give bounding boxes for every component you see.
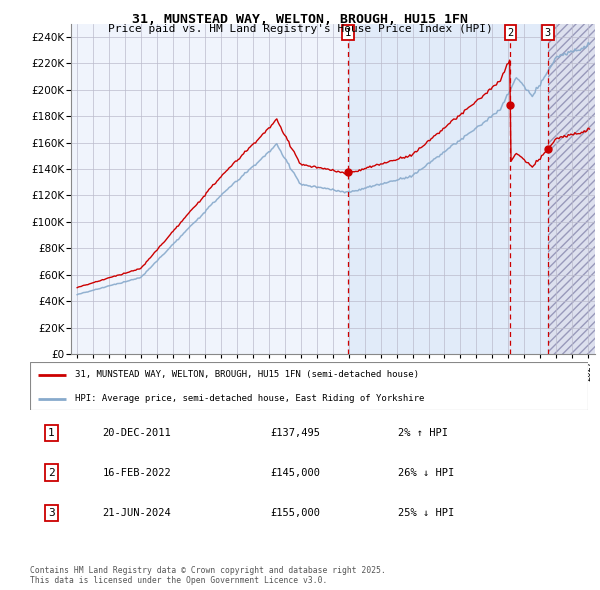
Text: 31, MUNSTEAD WAY, WELTON, BROUGH, HU15 1FN: 31, MUNSTEAD WAY, WELTON, BROUGH, HU15 1… <box>132 13 468 26</box>
Text: 2: 2 <box>48 468 55 477</box>
FancyBboxPatch shape <box>30 362 588 410</box>
Text: HPI: Average price, semi-detached house, East Riding of Yorkshire: HPI: Average price, semi-detached house,… <box>74 395 424 404</box>
Bar <box>548 11 596 354</box>
Text: 26% ↓ HPI: 26% ↓ HPI <box>398 468 455 477</box>
Text: 3: 3 <box>545 28 551 38</box>
Text: 1: 1 <box>345 28 352 38</box>
Text: 3: 3 <box>48 508 55 517</box>
Text: Contains HM Land Registry data © Crown copyright and database right 2025.
This d: Contains HM Land Registry data © Crown c… <box>30 566 386 585</box>
Text: £155,000: £155,000 <box>270 508 320 517</box>
Text: 31, MUNSTEAD WAY, WELTON, BROUGH, HU15 1FN (semi-detached house): 31, MUNSTEAD WAY, WELTON, BROUGH, HU15 1… <box>74 371 419 379</box>
Text: £137,495: £137,495 <box>270 428 320 438</box>
Text: 16-FEB-2022: 16-FEB-2022 <box>103 468 171 477</box>
Text: Price paid vs. HM Land Registry's House Price Index (HPI): Price paid vs. HM Land Registry's House … <box>107 24 493 34</box>
Text: £145,000: £145,000 <box>270 468 320 477</box>
Bar <box>348 24 548 354</box>
Text: 1: 1 <box>48 428 55 438</box>
Text: 20-DEC-2011: 20-DEC-2011 <box>103 428 171 438</box>
Text: 2: 2 <box>507 28 514 38</box>
Text: 21-JUN-2024: 21-JUN-2024 <box>103 508 171 517</box>
Text: 25% ↓ HPI: 25% ↓ HPI <box>398 508 455 517</box>
Text: 2% ↑ HPI: 2% ↑ HPI <box>398 428 448 438</box>
